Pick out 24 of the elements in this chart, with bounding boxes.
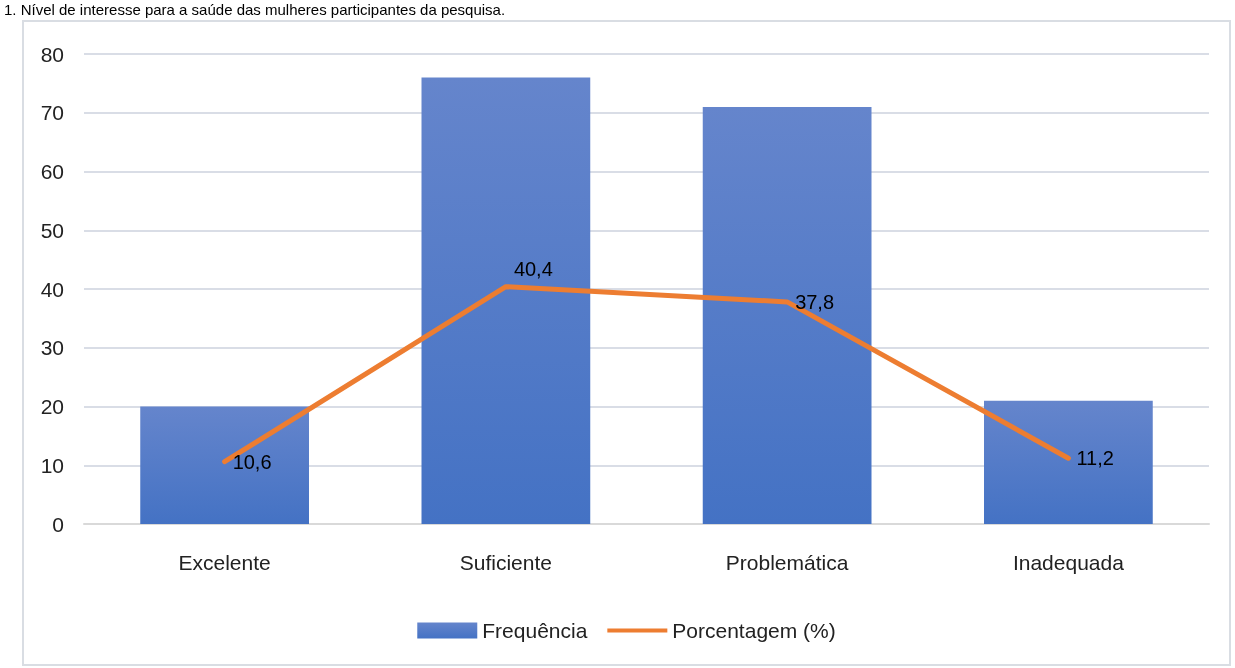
- x-tick-label: Problemática: [725, 551, 849, 574]
- data-label: 11,2: [1076, 447, 1114, 470]
- y-tick-label: 30: [40, 336, 64, 360]
- bar: [421, 77, 591, 524]
- y-tick-label: 50: [40, 218, 64, 242]
- y-tick-label: 80: [40, 42, 64, 66]
- bar: [984, 400, 1153, 524]
- y-tick-label: 20: [40, 395, 64, 418]
- y-tick-label: 0: [52, 512, 64, 536]
- data-label: 40,4: [513, 257, 553, 280]
- data-label: 37,8: [795, 290, 835, 313]
- bar: [702, 106, 872, 524]
- y-tick-label: 70: [40, 101, 64, 125]
- bar: [140, 406, 309, 524]
- legend-label: Frequência: [482, 619, 588, 642]
- x-tick-label: Suficiente: [459, 551, 552, 574]
- y-tick-label: 40: [40, 277, 64, 301]
- chart-title: 1. Nível de interesse para a saúde das mulheres participantes da pesquisa.: [4, 1, 506, 18]
- x-tick-label: Inadequada: [1012, 551, 1125, 574]
- data-label: 10,6: [232, 450, 272, 473]
- y-tick-label: 10: [40, 453, 64, 477]
- x-tick-label: Excelente: [178, 551, 271, 574]
- legend-label: Porcentagem (%): [672, 619, 836, 642]
- y-tick-label: 60: [40, 160, 64, 183]
